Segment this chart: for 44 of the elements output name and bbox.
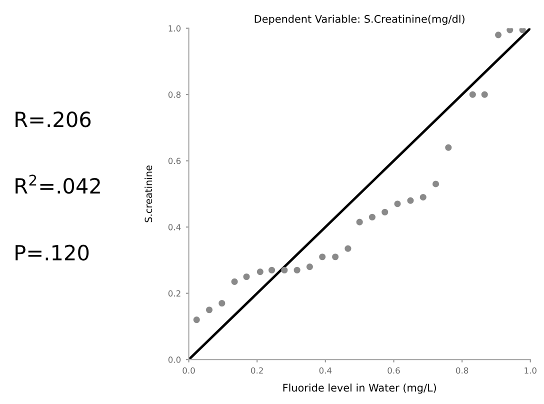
y-tick-label: 0.0 [168,356,181,363]
chart-title: Dependent Variable: S.Creatinine(mg/dl) [254,14,464,25]
y-tick-label: 0.4 [168,224,181,230]
point [445,144,452,151]
point [356,218,363,226]
point [319,254,326,260]
point [481,91,488,98]
y-axis-title: S.creatinine [144,166,152,222]
point [407,197,414,204]
point [206,306,213,314]
point [432,180,440,188]
point [294,266,300,274]
x-tick-label: 0.2 [251,367,263,374]
point [332,254,339,260]
point [469,91,476,98]
point [344,245,352,252]
x-axis-title: Fluoride level in Water (mg/L) [283,384,436,394]
text: R=.206 [16,111,91,128]
point [494,32,502,38]
y-tick-label: 1.0 [168,25,181,32]
point [306,264,313,270]
point [382,208,388,216]
point [506,28,514,34]
point [193,316,200,324]
text: P=.120 [16,244,89,261]
x-tick-label: 0.6 [388,367,400,374]
x-tick-label: 0.0 [182,367,195,374]
point [231,278,238,286]
point [218,300,226,307]
y-tick-label: 0.8 [168,92,181,98]
point [394,200,401,208]
x-tick-label: 1.0 [524,367,536,374]
point [243,273,250,280]
point [268,266,276,274]
point [420,194,426,201]
point [256,268,264,276]
x-tick-label: 0.4 [319,367,332,374]
x-tick-label: 0.8 [456,367,468,374]
y-tick-label: 0.2 [168,290,180,297]
point [368,214,376,220]
point [281,266,288,274]
text: R$^{2}$=.042 [16,174,100,194]
y-tick-label: 0.6 [168,158,181,164]
point [519,28,526,34]
